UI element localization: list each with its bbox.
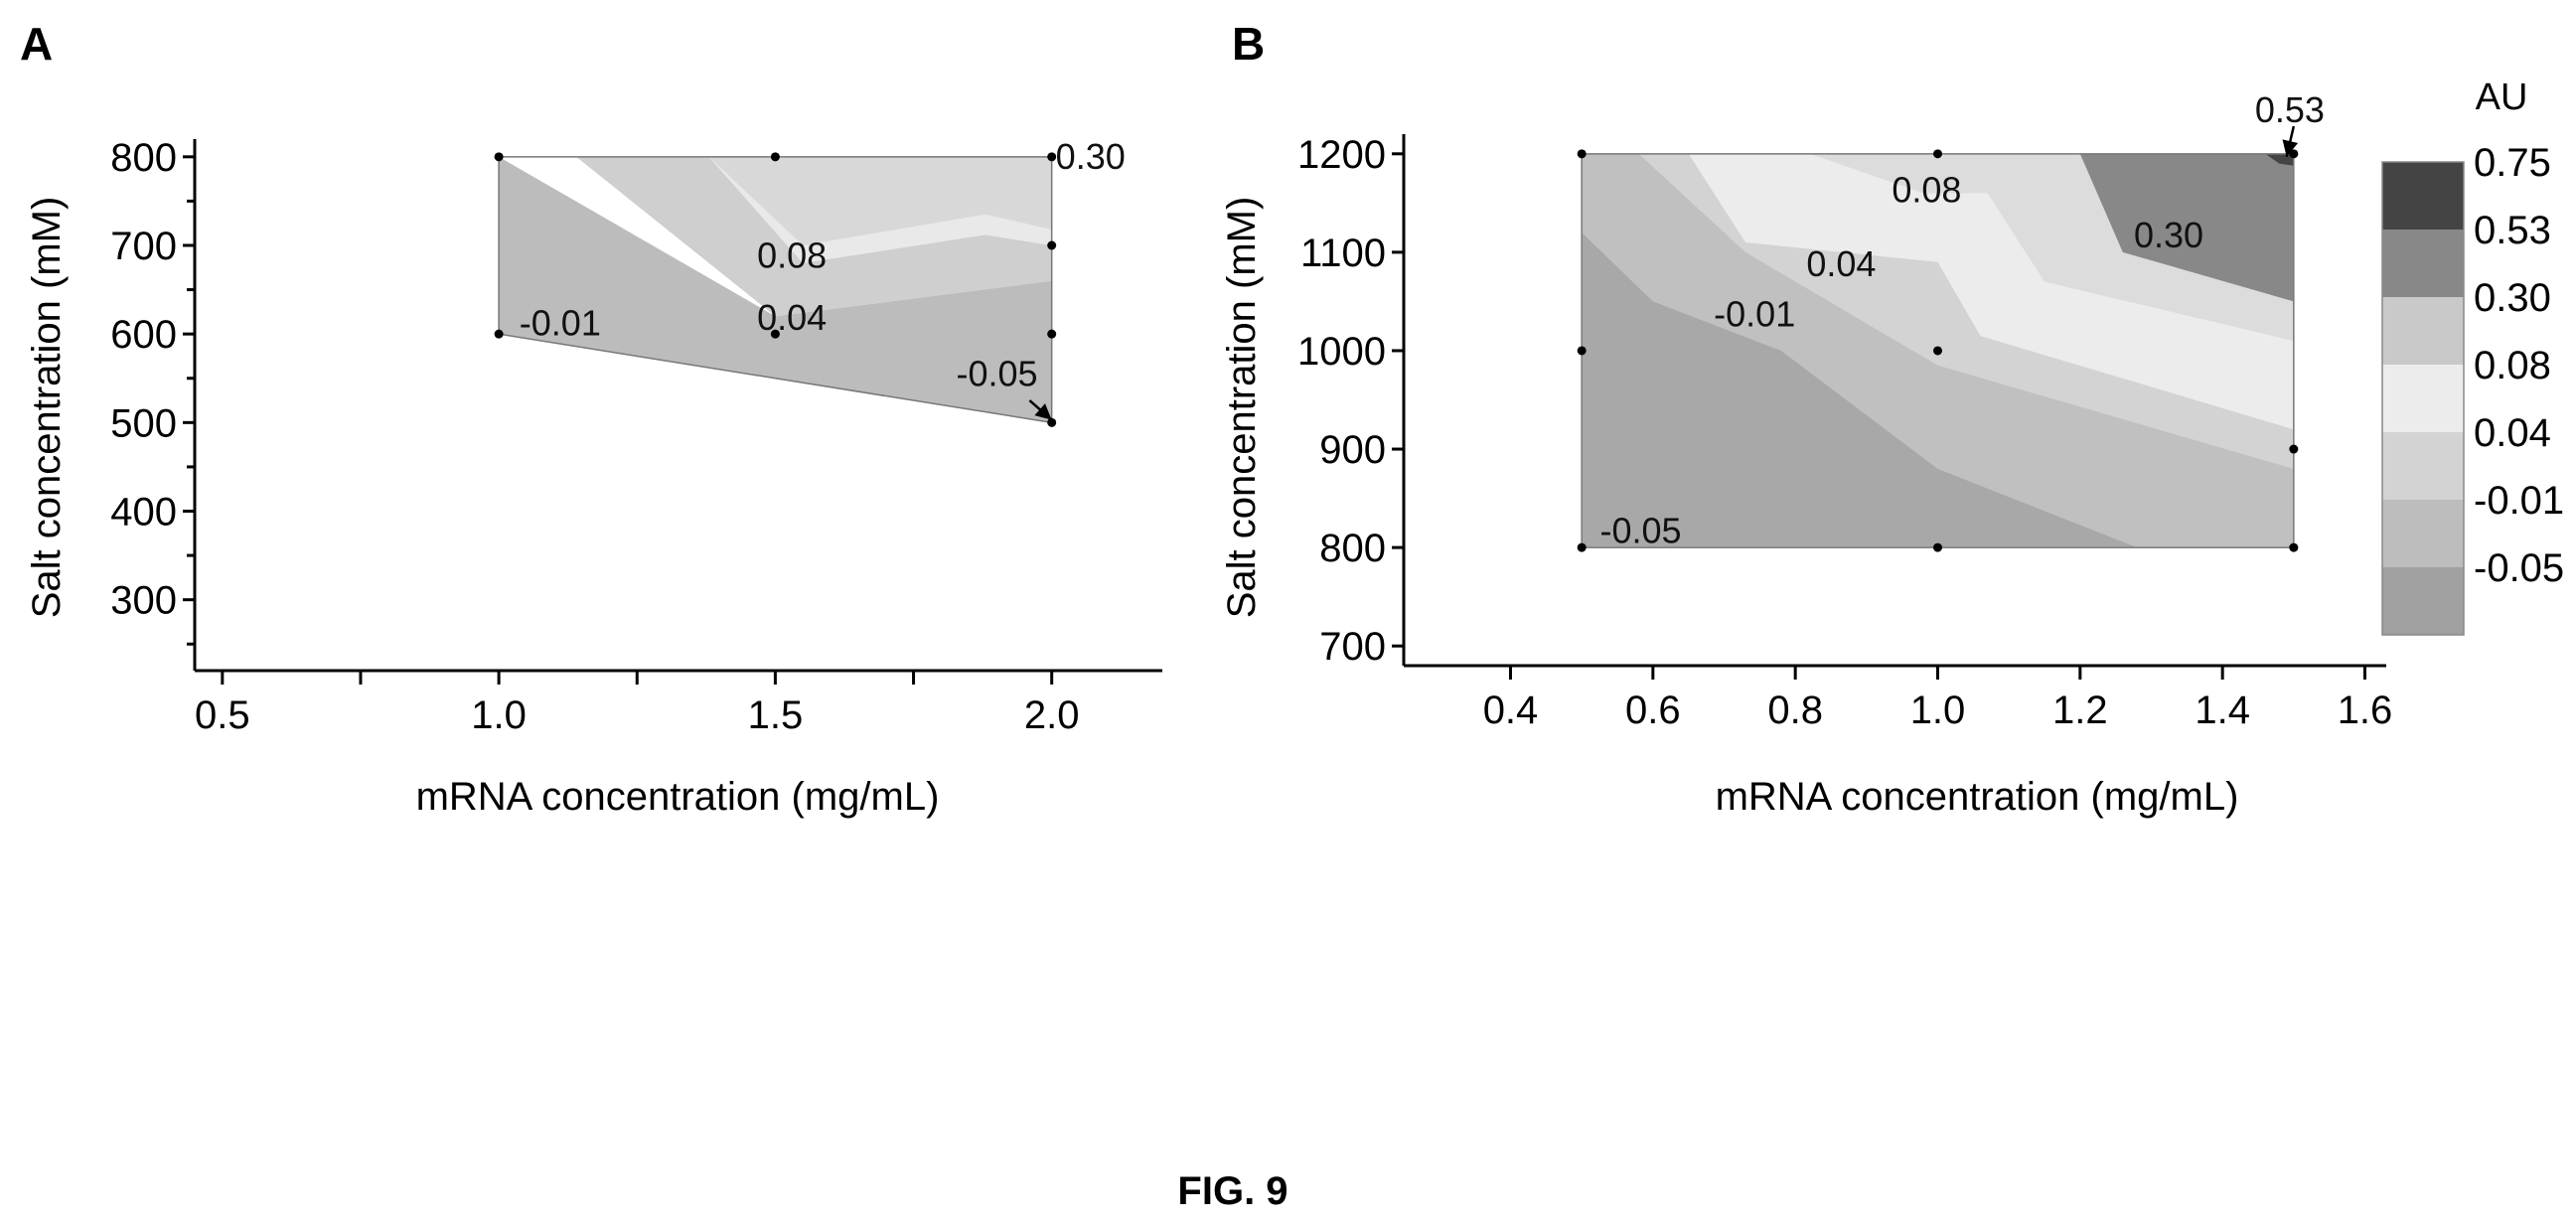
panel-b-data-point [2289,542,2299,552]
panel-a-x-tick-label: 1.5 [748,693,804,737]
panel-b-x-tick-label: 0.4 [1483,689,1539,732]
panel-a-x-tick-label: 2.0 [1024,693,1080,737]
panel-b-y-tick-label: 900 [1319,428,1386,472]
panel-a-y-tick-label: 500 [110,401,177,445]
panel-a-contour-label: -0.05 [957,353,1038,393]
colorbar-level-label: 0.53 [2474,209,2551,252]
panel-a-data-point [1047,329,1057,339]
panel-a-x-axis-title: mRNA concentration (mg/mL) [416,775,940,819]
panel-b-data-point [2289,149,2299,159]
panel-b-x-tick-label: 0.8 [1767,689,1823,732]
panel-a-data-point [770,329,780,339]
colorbar-title: AU [2476,77,2528,118]
panel-b-contour-region-5 [2079,153,2294,302]
panel-b-data-point [1577,542,1587,552]
panel-b-y-tick-label: 1100 [1300,231,1386,275]
panel-a-data-point [494,152,504,162]
panel-a-contour-region-3 [708,156,1052,245]
panel-a-x-tick-label: 1.0 [471,693,527,737]
panel-b-contour-label: -0.05 [1600,510,1682,550]
panel-b-x-tick-label: 0.6 [1625,689,1681,732]
colorbar-swatch [2382,297,2464,365]
panel-b-x-tick-label: 1.2 [2052,689,2108,732]
panel-label-b: B [1232,18,1265,70]
panel-label-a: A [20,18,53,70]
panel-b-x-tick-label: 1.0 [1910,689,1966,732]
colorbar-swatch [2382,162,2464,230]
panel-b-x-axis-title: mRNA concentration (mg/mL) [1716,775,2239,819]
panel-b-contour-label: -0.01 [1714,293,1795,334]
panel-a-y-tick-label: 700 [110,225,177,268]
panel-b-data-point [1577,346,1587,356]
colorbar-swatch [2382,500,2464,567]
colorbar-level-label: -0.05 [2474,546,2564,590]
panel-a-data-point [1047,417,1057,427]
colorbar-legend: AU 0.75 0.53 0.30 0.08 0.04 -0.01 -0.05 [2381,77,2564,636]
panel-b-data-point [1933,542,1942,552]
panel-b-data-point [1933,149,1942,159]
panel-b-contour-label: 0.53 [2255,89,2325,130]
panel-a-contour-label: -0.01 [520,302,601,343]
colorbar-level-label: 0.30 [2474,276,2551,320]
panel-a-data-point [1047,152,1057,162]
panel-a-data-point [1047,240,1057,250]
colorbar-frame [2381,161,2465,636]
panel-b-x-tick-label: 1.6 [2338,689,2393,732]
colorbar-level-label: 0.08 [2474,344,2551,387]
colorbar-swatch [2382,432,2464,500]
panel-b-y-tick-label: 1000 [1297,330,1386,374]
colorbar-swatch [2382,230,2464,297]
panel-b-y-tick-label: 700 [1319,625,1386,669]
panel-a-chart: mRNA concentration (mg/mL) Salt concentr… [25,136,1162,819]
panel-b-x-tick-label: 1.4 [2195,689,2250,732]
panel-b-contour-label: 0.30 [2134,215,2203,255]
panel-a-y-tick-label: 600 [110,313,177,357]
colorbar-level-label: 0.04 [2474,411,2551,455]
panel-b-data-point [1577,149,1587,159]
panel-a-contour-label: 0.08 [757,235,827,276]
colorbar-swatch [2382,365,2464,432]
panel-b-y-tick-label: 1200 [1297,133,1386,177]
panel-a-data-point [494,329,504,339]
colorbar-level-label: 0.75 [2474,141,2551,185]
panel-a-y-tick-label: 400 [110,491,177,535]
panel-b-data-point [1933,346,1942,356]
panel-b-contour-label: 0.08 [1892,169,1961,210]
panel-a-y-tick-label: 800 [110,136,177,180]
panel-a-x-tick-label: 0.5 [195,693,250,737]
panel-b-y-axis-title: Salt concentration (mM) [1220,197,1264,619]
panel-a-contour-label: 0.30 [1056,136,1126,177]
panel-b-y-tick-label: 800 [1319,527,1386,570]
panel-a-arrow-head [1034,403,1052,420]
figure-caption: FIG. 9 [1177,1169,1288,1213]
panel-a-data-point [770,152,780,162]
panel-b-contour-label: 0.04 [1806,243,1876,284]
panel-b-data-point [2289,444,2299,454]
panel-a-y-axis-title: Salt concentration (mM) [25,197,69,619]
panel-a-contour-region-1 [499,156,1052,317]
panel-a-contour-label: 0.04 [757,297,827,338]
panel-a-y-tick-label: 300 [110,579,177,623]
colorbar-swatch [2382,567,2464,635]
colorbar-level-label: -0.01 [2474,479,2564,523]
panel-b-arrow-head [2282,139,2299,157]
panel-b-chart: mRNA concentration (mg/mL) Salt concentr… [1220,89,2392,819]
